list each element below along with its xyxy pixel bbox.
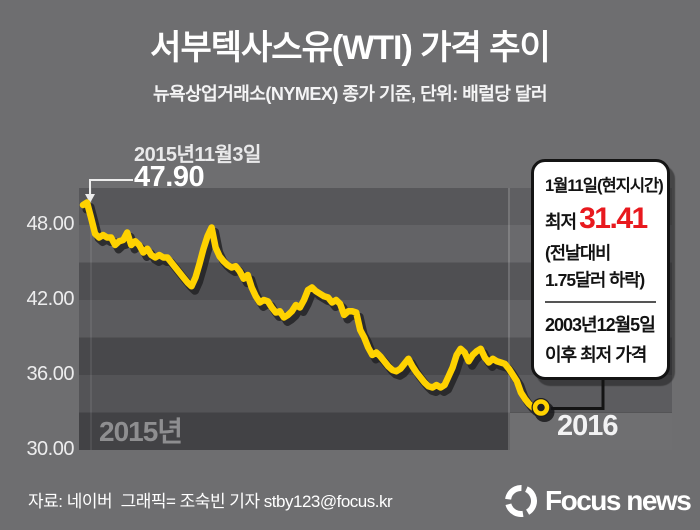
focusnews-logo-text: Focus news (545, 485, 692, 516)
gridline-year-boundary (508, 188, 510, 450)
gridline-left (90, 188, 92, 450)
x-label-2015: 2015년 (99, 416, 183, 447)
source-credit: 자료: 네이버 그래픽= 조숙빈 기자 stby123@focus.kr (28, 492, 393, 511)
callout-low-label: 최저 (545, 212, 577, 232)
page-subtitle: 뉴욕상업거래소(NYMEX) 종가 기준, 단위: 배럴당 달러 (152, 84, 548, 104)
y-tick-48: 48.00 (26, 213, 74, 235)
callout-change-open: (전날대비 (545, 243, 611, 263)
callout-record-date: 2003년12월5일 (545, 315, 656, 335)
callout-low-value: 31.41 (579, 202, 648, 235)
y-tick-30: 30.00 (26, 438, 74, 460)
callout-divider (545, 301, 656, 303)
page-title: 서부텍사스유(WTI) 가격 추이 (150, 29, 551, 67)
start-annotation-date: 2015년11월3일 (134, 144, 261, 166)
low-price-callout: 1월11일(현지시간) 최저 31.41 (전날대비 1.75달러 하락) 20… (531, 159, 670, 380)
y-tick-42: 42.00 (26, 288, 74, 310)
focusnews-logo: Focus news (502, 482, 692, 520)
callout-record-note: 이후 최저 가격 (545, 345, 647, 365)
y-tick-36: 36.00 (26, 363, 74, 385)
x-label-2016: 2016 (557, 410, 619, 442)
callout-date: 1월11일(현지시간) (545, 177, 664, 195)
start-annotation-price: 47.90 (134, 161, 205, 193)
callout-change-close: 1.75달러 하락) (545, 270, 645, 290)
focusnews-logo-icon (505, 485, 537, 517)
